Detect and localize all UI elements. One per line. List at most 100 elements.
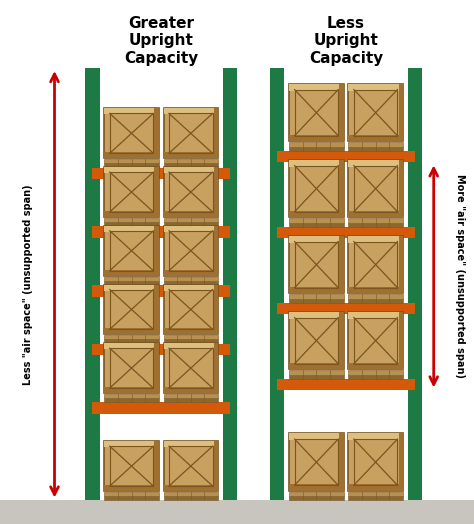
Bar bbox=[214, 167, 218, 217]
Bar bbox=[354, 318, 397, 364]
Bar bbox=[348, 84, 403, 141]
Bar bbox=[169, 172, 212, 212]
Bar bbox=[354, 166, 397, 212]
Bar bbox=[155, 108, 159, 158]
Bar bbox=[399, 84, 403, 141]
Bar bbox=[85, 68, 100, 500]
Bar bbox=[289, 211, 344, 217]
Bar bbox=[164, 218, 218, 222]
Bar bbox=[164, 335, 218, 340]
Bar bbox=[289, 236, 344, 243]
Bar bbox=[289, 135, 344, 141]
Bar bbox=[164, 398, 218, 402]
Bar bbox=[164, 485, 218, 491]
Bar bbox=[110, 289, 153, 329]
Bar bbox=[104, 485, 159, 491]
Bar bbox=[110, 172, 153, 212]
Bar bbox=[289, 433, 344, 491]
Bar bbox=[214, 441, 218, 491]
Bar bbox=[104, 340, 159, 344]
Bar bbox=[155, 167, 159, 217]
Bar bbox=[289, 143, 344, 147]
Bar bbox=[164, 108, 218, 158]
Bar bbox=[104, 285, 159, 334]
Bar bbox=[164, 343, 218, 393]
Bar bbox=[104, 394, 159, 398]
Bar bbox=[164, 277, 218, 281]
Bar bbox=[104, 387, 159, 393]
Bar bbox=[399, 312, 403, 369]
Bar bbox=[339, 433, 344, 491]
Bar bbox=[164, 211, 218, 217]
Bar bbox=[348, 160, 403, 217]
Bar bbox=[164, 159, 218, 163]
Bar bbox=[164, 387, 218, 393]
Bar bbox=[289, 496, 344, 500]
Bar bbox=[104, 441, 159, 447]
Bar bbox=[164, 226, 218, 232]
Bar bbox=[289, 433, 344, 440]
Bar bbox=[348, 363, 403, 369]
Bar bbox=[399, 160, 403, 217]
Bar bbox=[348, 299, 403, 303]
Bar bbox=[164, 167, 218, 173]
Bar bbox=[164, 285, 218, 334]
Bar bbox=[92, 168, 230, 179]
Bar bbox=[104, 226, 159, 276]
Bar bbox=[155, 441, 159, 491]
Bar bbox=[348, 236, 403, 293]
Bar bbox=[104, 270, 159, 276]
Bar bbox=[289, 223, 344, 227]
Bar bbox=[164, 226, 218, 276]
Bar bbox=[339, 84, 344, 141]
Bar bbox=[0, 500, 474, 524]
Bar bbox=[289, 299, 344, 303]
Bar bbox=[164, 152, 218, 158]
Bar bbox=[348, 496, 403, 500]
Bar bbox=[164, 496, 218, 500]
Bar bbox=[110, 446, 153, 486]
Text: Less "air space" (unsupported span): Less "air space" (unsupported span) bbox=[23, 184, 34, 385]
Bar bbox=[289, 370, 344, 375]
Bar bbox=[339, 312, 344, 369]
Bar bbox=[164, 492, 218, 496]
Bar bbox=[214, 108, 218, 158]
Bar bbox=[348, 370, 403, 375]
Bar bbox=[289, 484, 344, 491]
Bar bbox=[348, 312, 403, 369]
Text: Greater
Upright
Capacity: Greater Upright Capacity bbox=[124, 16, 198, 66]
Bar bbox=[104, 163, 159, 168]
Bar bbox=[104, 152, 159, 158]
Bar bbox=[104, 285, 159, 290]
Bar bbox=[104, 159, 159, 163]
Bar bbox=[354, 90, 397, 136]
Bar bbox=[348, 287, 403, 293]
Bar bbox=[348, 433, 403, 440]
Bar bbox=[348, 211, 403, 217]
Bar bbox=[104, 343, 159, 393]
Bar bbox=[223, 68, 237, 500]
Bar bbox=[348, 375, 403, 379]
Bar bbox=[289, 84, 344, 91]
Bar bbox=[104, 343, 159, 349]
Bar bbox=[164, 285, 218, 290]
Bar bbox=[289, 312, 344, 319]
Bar bbox=[104, 167, 159, 173]
Bar bbox=[169, 231, 212, 270]
Bar bbox=[289, 375, 344, 379]
Bar bbox=[104, 218, 159, 222]
Bar bbox=[289, 492, 344, 496]
Bar bbox=[289, 160, 344, 217]
Bar bbox=[289, 236, 344, 293]
Bar bbox=[294, 439, 338, 485]
Bar bbox=[408, 68, 422, 500]
Bar bbox=[104, 329, 159, 334]
Bar bbox=[104, 226, 159, 232]
Bar bbox=[92, 344, 230, 355]
Bar bbox=[294, 318, 338, 364]
Bar bbox=[164, 270, 218, 276]
Bar bbox=[348, 484, 403, 491]
Bar bbox=[289, 287, 344, 293]
Bar bbox=[339, 236, 344, 293]
Bar bbox=[104, 108, 159, 114]
